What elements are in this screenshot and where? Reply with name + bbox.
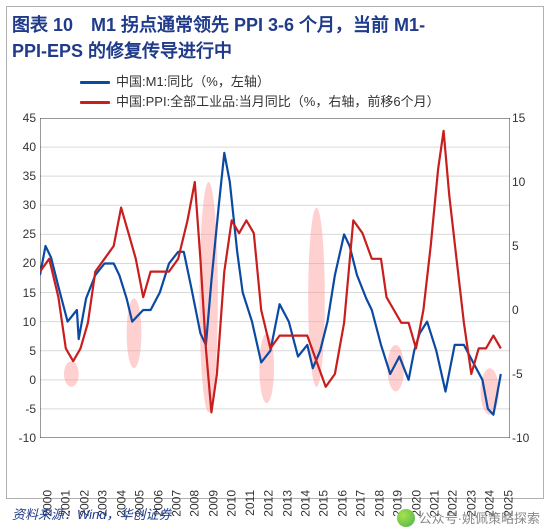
ytick-left: 35 [12,169,36,183]
xtick: 2012 [262,490,276,517]
legend-item-m1: 中国:M1:同比（%，左轴） [80,72,440,92]
ytick-right: 0 [512,303,536,317]
ytick-left: 0 [12,373,36,387]
xtick: 2015 [317,490,331,517]
xtick: 2008 [188,490,202,517]
xtick: 2009 [206,490,220,517]
source-caption: 资料来源：Wind，华创证券 [12,504,172,523]
footer: 公众号·姚佩策略探索 [397,508,540,527]
xtick: 2016 [335,490,349,517]
legend-item-ppi: 中国:PPI:全部工业品:当月同比（%，右轴，前移6个月） [80,92,440,112]
title-line-1: 图表 10 M1 拐点通常领先 PPI 3-6 个月，当前 M1- [12,15,425,35]
legend-swatch-ppi [80,101,110,104]
ytick-left: 30 [12,198,36,212]
xtick: 2010 [225,490,239,517]
line-chart [40,118,510,438]
xtick: 2013 [280,490,294,517]
xtick: 2017 [354,490,368,517]
ytick-left: -5 [12,402,36,416]
legend-label-m1: 中国:M1:同比（%，左轴） [116,72,270,92]
ytick-right: -10 [512,431,536,445]
ytick-right: 15 [512,111,536,125]
legend-label-ppi: 中国:PPI:全部工业品:当月同比（%，右轴，前移6个月） [116,92,440,112]
xtick: 2014 [298,490,312,517]
legend: 中国:M1:同比（%，左轴） 中国:PPI:全部工业品:当月同比（%，右轴，前移… [80,72,440,112]
ytick-left: 20 [12,256,36,270]
ytick-left: 25 [12,227,36,241]
ytick-right: -5 [512,367,536,381]
footer-label: 公众号·姚佩策略探索 [419,508,540,527]
xtick: 2011 [243,490,257,516]
ytick-left: 10 [12,315,36,329]
ytick-right: 5 [512,239,536,253]
wechat-icon [397,509,415,527]
xtick: 2018 [372,490,386,517]
ytick-left: 45 [12,111,36,125]
ytick-right: 10 [512,175,536,189]
ytick-left: 40 [12,140,36,154]
ytick-left: -10 [12,431,36,445]
chart-title: 图表 10 M1 拐点通常领先 PPI 3-6 个月，当前 M1- PPI-EP… [12,12,538,64]
ytick-left: 5 [12,344,36,358]
ytick-left: 15 [12,286,36,300]
legend-swatch-m1 [80,81,110,84]
title-line-2: PPI-EPS 的修复传导进行中 [12,41,232,61]
